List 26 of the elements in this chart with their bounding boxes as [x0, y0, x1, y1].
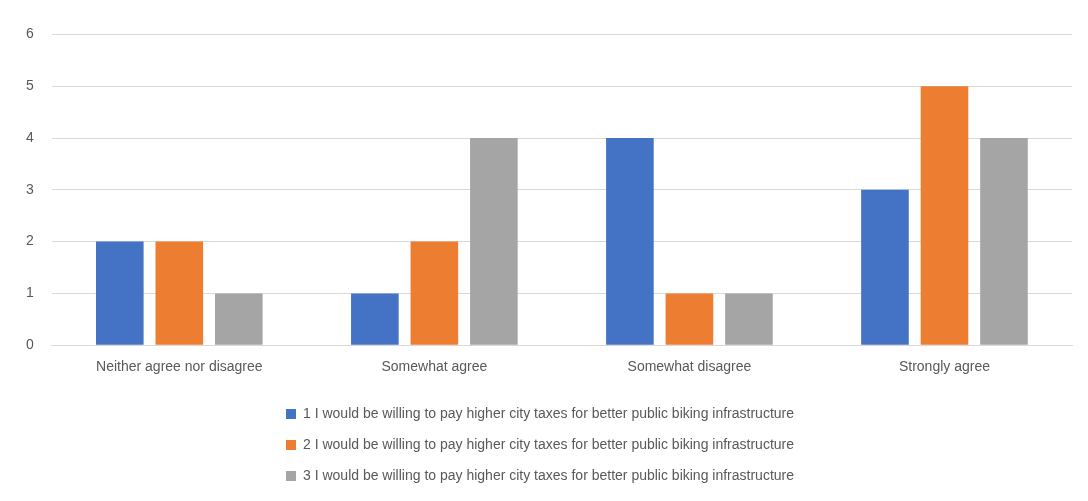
bar	[606, 138, 654, 345]
y-tick-label: 5	[25, 77, 34, 94]
legend-label: 2 I would be willing to pay higher city taxes for better public biking infrastructure	[302, 435, 795, 452]
legend-label: 1 I would be willing to pay higher city taxes for better public biking infrastructure	[302, 404, 795, 421]
bar	[920, 86, 969, 345]
y-tick-label: 6	[25, 25, 34, 42]
bar	[96, 241, 144, 345]
y-tick-label: 0	[25, 336, 34, 353]
x-tick-label: Neither agree nor disagree	[96, 358, 263, 375]
bar	[351, 293, 399, 345]
bar	[980, 138, 1028, 345]
legend-label: 3 I would be willing to pay higher city taxes for better public biking infrastructure	[302, 466, 795, 483]
y-tick-label: 2	[25, 232, 34, 249]
x-tick-label: Somewhat agree	[381, 358, 488, 375]
y-tick-label: 3	[25, 180, 34, 197]
bar	[665, 293, 714, 345]
bar	[861, 189, 909, 345]
x-tick-label: Somewhat disagree	[627, 358, 752, 375]
x-tick-label: Strongly agree	[898, 358, 991, 375]
bar	[215, 293, 263, 345]
bar	[470, 138, 518, 345]
bar	[725, 293, 773, 345]
y-tick-label: 4	[25, 128, 34, 145]
bar	[410, 241, 459, 345]
bar	[155, 241, 204, 345]
y-tick-label: 1	[25, 284, 34, 301]
